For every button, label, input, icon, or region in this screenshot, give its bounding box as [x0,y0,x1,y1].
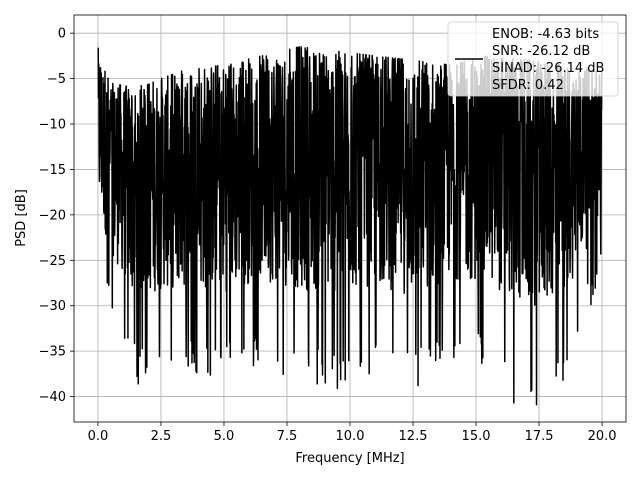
legend[interactable]: ENOB: -4.63 bits SNR: -26.12 dB SINAD: -… [447,21,619,97]
series-layer [97,46,603,406]
y-tick-label: −20 [39,208,66,223]
y-axis: 0 −5 −10 −15 −20 −25 −30 −35 −40 [39,27,74,405]
y-tick-label: −30 [39,299,66,314]
y-tick-label: −5 [47,72,66,87]
legend-box [447,21,619,97]
y-axis-label: PSD [dB] [14,189,29,247]
y-tick-label: −40 [39,390,66,405]
x-tick-label: 12.5 [399,429,428,444]
x-axis-label: Frequency [MHz] [295,451,404,466]
legend-line-enob: ENOB: -4.63 bits [492,27,599,42]
y-tick-label: −35 [39,345,66,360]
x-axis: 0.0 2.5 5.0 7.5 10.0 12.5 15.0 17.5 20.0 [88,422,617,444]
y-tick-label: −15 [39,163,66,178]
psd-series-line [97,46,603,406]
x-tick-label: 0.0 [88,429,109,444]
x-tick-label: 20.0 [588,429,617,444]
y-tick-label: −10 [39,118,66,133]
x-tick-label: 7.5 [277,429,298,444]
x-tick-label: 15.0 [462,429,491,444]
x-tick-label: 2.5 [151,429,172,444]
x-tick-label: 10.0 [336,429,365,444]
legend-line-snr: SNR: -26.12 dB [492,44,590,59]
plot-area [97,46,603,406]
y-tick-label: −25 [39,254,66,269]
legend-line-sfdr: SFDR: 0.42 [492,78,564,93]
x-tick-label: 5.0 [214,429,235,444]
x-tick-label: 17.5 [525,429,554,444]
y-tick-label: 0 [58,27,66,42]
legend-line-sinad: SINAD: -26.14 dB [492,61,604,76]
